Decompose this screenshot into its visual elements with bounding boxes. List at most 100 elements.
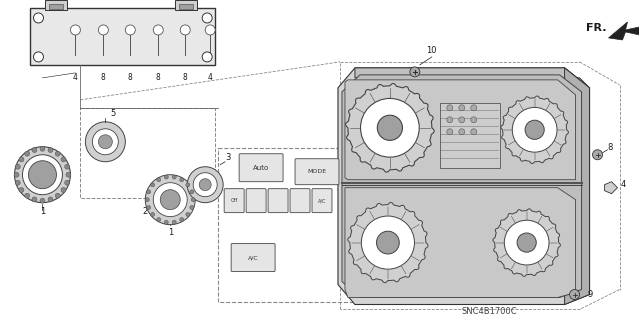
Circle shape xyxy=(376,231,399,254)
Circle shape xyxy=(33,13,44,23)
Circle shape xyxy=(99,25,108,35)
Circle shape xyxy=(157,178,161,182)
Text: 7: 7 xyxy=(559,123,565,132)
Circle shape xyxy=(191,198,195,202)
Text: 2: 2 xyxy=(143,207,148,216)
Text: 8: 8 xyxy=(101,73,106,82)
Text: MODE: MODE xyxy=(307,169,326,174)
Circle shape xyxy=(92,129,118,155)
Bar xyxy=(31,8,215,65)
Polygon shape xyxy=(355,68,589,88)
Polygon shape xyxy=(605,182,618,194)
Circle shape xyxy=(180,218,184,222)
Circle shape xyxy=(25,151,29,156)
Circle shape xyxy=(188,167,223,203)
Circle shape xyxy=(410,67,420,77)
Circle shape xyxy=(125,25,135,35)
Circle shape xyxy=(22,155,63,195)
Text: SNC4B1700C: SNC4B1700C xyxy=(462,308,518,316)
Circle shape xyxy=(190,190,194,194)
FancyBboxPatch shape xyxy=(312,189,332,213)
Circle shape xyxy=(65,180,70,185)
Circle shape xyxy=(40,198,45,203)
Text: FR.: FR. xyxy=(586,23,607,33)
Text: A/C: A/C xyxy=(248,255,259,260)
Bar xyxy=(179,4,193,9)
Circle shape xyxy=(172,175,176,179)
Circle shape xyxy=(65,164,70,169)
Polygon shape xyxy=(493,209,561,276)
Circle shape xyxy=(186,183,190,187)
Polygon shape xyxy=(338,68,589,305)
Circle shape xyxy=(147,190,150,194)
Circle shape xyxy=(205,25,215,35)
Circle shape xyxy=(172,220,176,224)
Circle shape xyxy=(25,193,29,198)
Circle shape xyxy=(150,183,155,187)
Circle shape xyxy=(447,129,452,135)
Circle shape xyxy=(202,52,212,62)
Text: 6: 6 xyxy=(358,243,364,252)
Circle shape xyxy=(459,117,465,123)
Text: 4: 4 xyxy=(208,73,212,82)
Circle shape xyxy=(447,105,452,111)
Circle shape xyxy=(459,129,465,135)
Circle shape xyxy=(48,197,53,202)
Text: 10: 10 xyxy=(427,46,437,55)
Circle shape xyxy=(180,178,184,182)
Circle shape xyxy=(160,190,180,210)
Polygon shape xyxy=(501,96,568,164)
Circle shape xyxy=(32,197,37,202)
Text: 8: 8 xyxy=(156,73,161,82)
Polygon shape xyxy=(346,84,434,172)
Text: 9: 9 xyxy=(588,290,593,299)
Circle shape xyxy=(99,135,113,149)
Text: 8: 8 xyxy=(607,143,613,152)
Circle shape xyxy=(153,183,188,217)
Text: 3: 3 xyxy=(225,153,230,162)
Bar xyxy=(81,108,215,198)
Circle shape xyxy=(186,212,190,216)
Circle shape xyxy=(40,146,45,151)
Circle shape xyxy=(471,105,477,111)
Circle shape xyxy=(459,105,465,111)
Circle shape xyxy=(150,212,155,216)
Circle shape xyxy=(66,172,71,177)
Circle shape xyxy=(471,117,477,123)
Circle shape xyxy=(55,151,60,156)
Circle shape xyxy=(593,150,602,160)
Polygon shape xyxy=(348,203,428,283)
Text: 8: 8 xyxy=(128,73,132,82)
Circle shape xyxy=(504,220,549,265)
Text: 4: 4 xyxy=(73,73,78,82)
FancyBboxPatch shape xyxy=(246,189,266,213)
Circle shape xyxy=(378,115,403,140)
Text: Off: Off xyxy=(230,198,238,203)
Circle shape xyxy=(33,52,44,62)
Circle shape xyxy=(517,233,536,252)
Circle shape xyxy=(471,129,477,135)
Polygon shape xyxy=(609,22,639,40)
Circle shape xyxy=(164,175,168,179)
Polygon shape xyxy=(342,75,582,298)
Circle shape xyxy=(48,147,53,152)
Circle shape xyxy=(180,25,190,35)
Circle shape xyxy=(61,188,66,192)
Text: 4: 4 xyxy=(621,180,626,189)
Circle shape xyxy=(85,122,125,162)
Circle shape xyxy=(190,205,194,210)
Circle shape xyxy=(157,218,161,222)
Text: 1: 1 xyxy=(40,207,45,216)
Text: 8: 8 xyxy=(183,73,188,82)
Circle shape xyxy=(29,161,56,189)
Circle shape xyxy=(15,147,70,203)
Bar xyxy=(45,0,67,10)
FancyBboxPatch shape xyxy=(231,244,275,271)
Circle shape xyxy=(145,198,149,202)
Circle shape xyxy=(202,13,212,23)
FancyBboxPatch shape xyxy=(239,154,283,182)
Circle shape xyxy=(525,120,544,139)
Circle shape xyxy=(164,220,168,224)
Circle shape xyxy=(360,99,419,157)
Circle shape xyxy=(362,216,415,269)
